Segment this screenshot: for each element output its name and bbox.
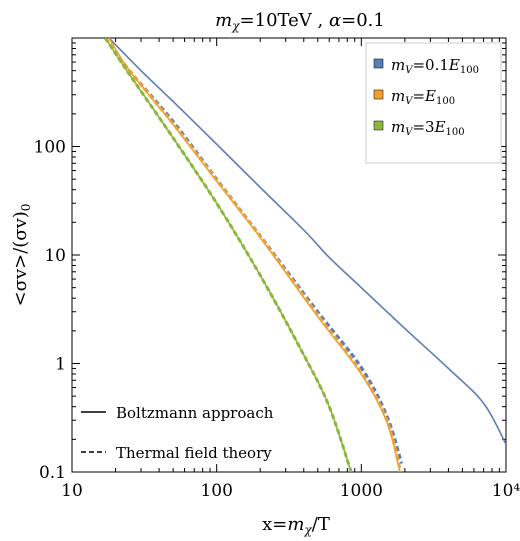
y-axis-title: <σv>/(σv)0	[10, 204, 33, 307]
y-tick-label: 100	[34, 138, 66, 158]
series-line-0-solid	[108, 38, 506, 445]
legend-box	[365, 42, 502, 164]
x-tick-label: 1000	[340, 481, 383, 501]
x-tick-label: 10⁴	[492, 481, 520, 501]
series-line-5-dashed	[104, 38, 353, 472]
series-group	[104, 38, 506, 472]
legend-label-0: mV=0.1E100	[391, 56, 479, 76]
legend-swatch-2	[373, 120, 384, 131]
legend-swatch-1	[373, 89, 384, 100]
legend-label-2: mV=3E100	[391, 118, 465, 138]
x-tick-label: 10	[61, 481, 83, 501]
solid-line-label: Boltzmann approach	[116, 404, 274, 422]
y-tick-label: 10	[44, 246, 66, 266]
line-style-legend: Boltzmann approach Thermal field theory	[81, 404, 274, 462]
dashed-line-label: Thermal field theory	[116, 444, 272, 462]
tick-label-group: 10 100 1000 10⁴ 0.1 1 10 100	[34, 138, 520, 502]
series-line-3-dashed	[104, 38, 403, 472]
y-tick-label: 0.1	[39, 463, 66, 483]
legend-label-1: mV=E100	[391, 87, 455, 107]
tick-group	[71, 38, 507, 473]
x-tick-label: 100	[200, 481, 232, 501]
x-axis-title: x=mχ/T	[262, 514, 330, 537]
chart-title: mχ=10TeV , α=0.1	[215, 10, 385, 33]
y-tick-label: 1	[55, 355, 66, 375]
series-line-1-dashed	[104, 38, 404, 464]
legend: mV=0.1E100 mV=E100 mV=3E100	[365, 42, 502, 164]
legend-swatch-0	[373, 58, 384, 69]
